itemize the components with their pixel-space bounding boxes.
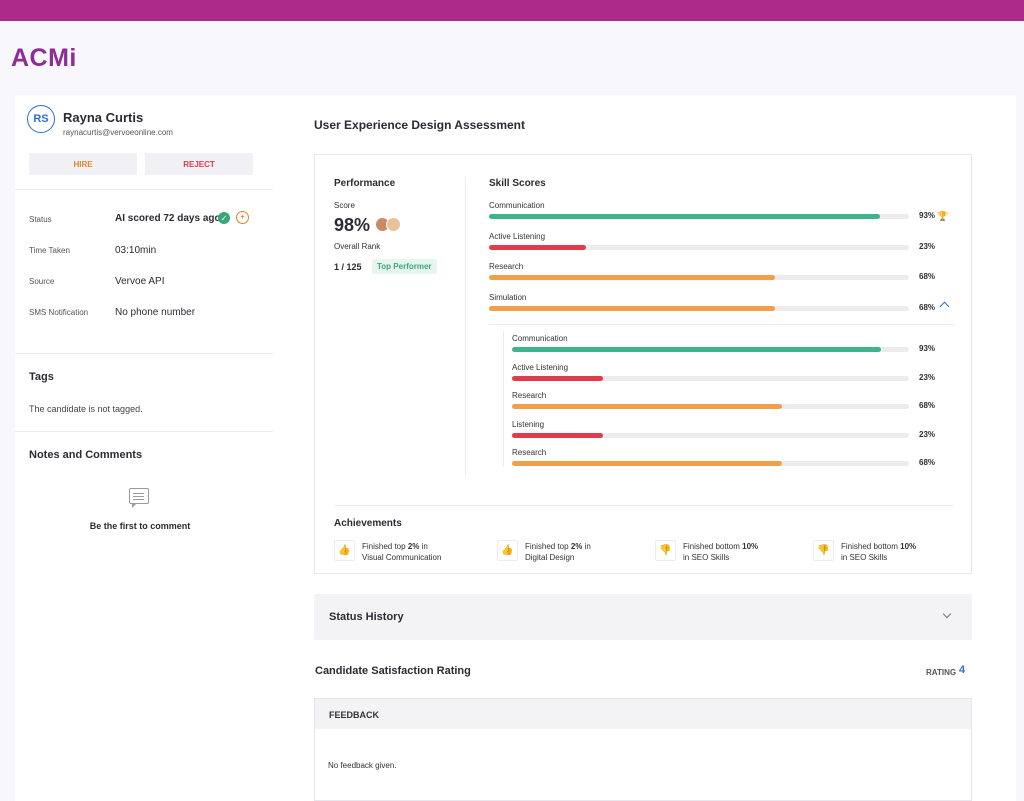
assessment-panel: User Experience Design Assessment Perfor… [273,95,1016,801]
skill-bar-fill [512,432,604,438]
achievement-text: Finished bottom 10% in SEO Skills [841,542,917,562]
status-label: Status [29,215,52,224]
skill-bar-fill [489,275,775,280]
skill-bar-fill [489,305,775,311]
skill-score: 93% [919,211,936,220]
skill-name: Simulation [489,292,527,302]
skill-bar [512,347,909,352]
status-value: AI scored 72 days ago [115,213,221,224]
divider [465,177,466,475]
rank-value: 1 / 125 [334,262,362,272]
skill-bar-fill [512,404,782,409]
achievements-title: Achievements [334,518,402,529]
source-value: Vervoe API [115,276,165,287]
candidate-name: Rayna Curtis [63,110,144,125]
skill-score: 68% [919,272,936,281]
skill-name: Research [512,448,547,457]
rating-value: 4 [959,664,966,676]
skill-name: Active Listening [512,362,569,372]
score-label: Score [334,201,355,210]
skill-score: 68% [919,401,936,410]
reviewer-avatars [375,217,403,233]
skill-bar [512,375,909,381]
candidate-sidebar: RS Rayna Curtis raynacurtis@vervoeonline… [15,95,273,801]
divider [503,331,504,467]
skill-bar-fill [512,375,604,381]
top-bar [0,0,1024,21]
skill-bar [512,461,909,466]
skill-bar [512,404,909,409]
chevron-up-icon[interactable] [939,301,950,312]
skill-name: Communication [489,201,545,210]
sms-value: No phone number [115,307,196,318]
skill-bar-fill [512,461,782,466]
chevron-down-icon[interactable] [942,609,952,619]
sms-label: SMS Notification [29,308,89,317]
thumbs-down-icon: 👎 [655,540,676,561]
hire-button[interactable]: HIRE [29,153,137,175]
divider [489,324,955,325]
thumbs-up-icon: 👍 [497,540,518,561]
satisfaction-title: Candidate Satisfaction Rating [315,665,471,677]
rank-label: Overall Rank [334,242,381,251]
skill-bar [512,432,909,438]
feedback-text: No feedback given. [328,761,397,770]
feedback-title: FEEDBACK [329,710,380,720]
divider [15,189,273,190]
avatar: RS [27,105,55,133]
skill-scores-title: Skill Scores [489,178,546,189]
skill-score: 23% [919,241,936,251]
skill-name: Active Listening [489,231,546,241]
achievement-text: Finished top 2% in Digital Design [525,542,591,562]
skill-score: 68% [919,458,936,467]
achievement-text: Finished bottom 10% in SEO Skills [683,542,759,562]
divider [15,353,273,354]
empty-comments-text: Be the first to comment [89,521,191,531]
skill-score: 23% [919,429,936,439]
skill-name: Research [512,391,547,400]
check-icon: ✓ [218,212,230,224]
skill-bar-fill [512,347,882,352]
score-value: 98% [334,215,371,235]
skill-score: 23% [919,372,936,382]
trophy-icon: 🏆 [937,211,949,221]
tags-text: The candidate is not tagged. [29,404,143,414]
logo[interactable]: ACMi [11,44,77,72]
feedback-header: FEEDBACK [315,699,971,729]
performance-card: Performance Score 98% Overall Rank 1 / 1… [314,154,972,574]
skill-bar [489,214,909,219]
timer-icon[interactable]: + [236,211,249,224]
skill-name: Research [489,262,524,271]
source-label: Source [29,277,55,286]
time-taken-label: Time Taken [29,246,70,255]
thumbs-up-icon: 👍 [334,540,355,561]
divider [334,505,954,506]
rating-label: RATING [926,668,957,677]
notes-title: Notes and Comments [29,449,143,461]
assessment-title: User Experience Design Assessment [314,118,525,132]
skill-bar [489,244,909,250]
thumbs-down-icon: 👎 [813,540,834,561]
status-history-title: Status History [329,611,404,623]
skill-bar-fill [489,214,880,219]
skill-bar [489,275,909,280]
status-history-accordion[interactable]: Status History [314,594,972,640]
performance-title: Performance [334,178,396,189]
skill-score: 93% [919,344,936,353]
skill-bar-fill [489,244,586,250]
divider [15,431,273,432]
comment-icon [129,488,149,508]
top-performer-badge: Top Performer [372,259,437,274]
skill-bar [489,305,909,311]
candidate-email: raynacurtis@vervoeonline.com [63,128,173,137]
achievement-text: Finished top 2% in Visual Communication [362,542,442,562]
time-taken-value: 03:10min [115,245,157,256]
feedback-box: FEEDBACK No feedback given. [314,698,972,801]
reject-button[interactable]: REJECT [145,153,253,175]
tags-title: Tags [29,371,54,383]
skill-name: Listening [512,419,545,429]
avatar [386,217,401,232]
skill-score: 68% [919,302,936,312]
skill-name: Communication [512,334,568,343]
